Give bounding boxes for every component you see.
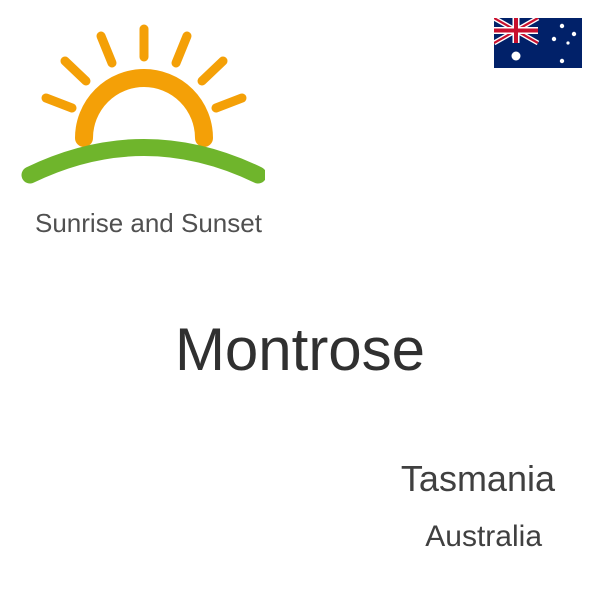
page-subtitle: Sunrise and Sunset — [35, 208, 262, 239]
sun-icon — [20, 20, 265, 200]
sunrise-logo — [20, 20, 265, 200]
location-title: Montrose — [0, 315, 600, 384]
location-region: Tasmania — [401, 458, 555, 500]
location-country: Australia — [425, 520, 542, 554]
australia-flag-icon — [494, 18, 582, 68]
